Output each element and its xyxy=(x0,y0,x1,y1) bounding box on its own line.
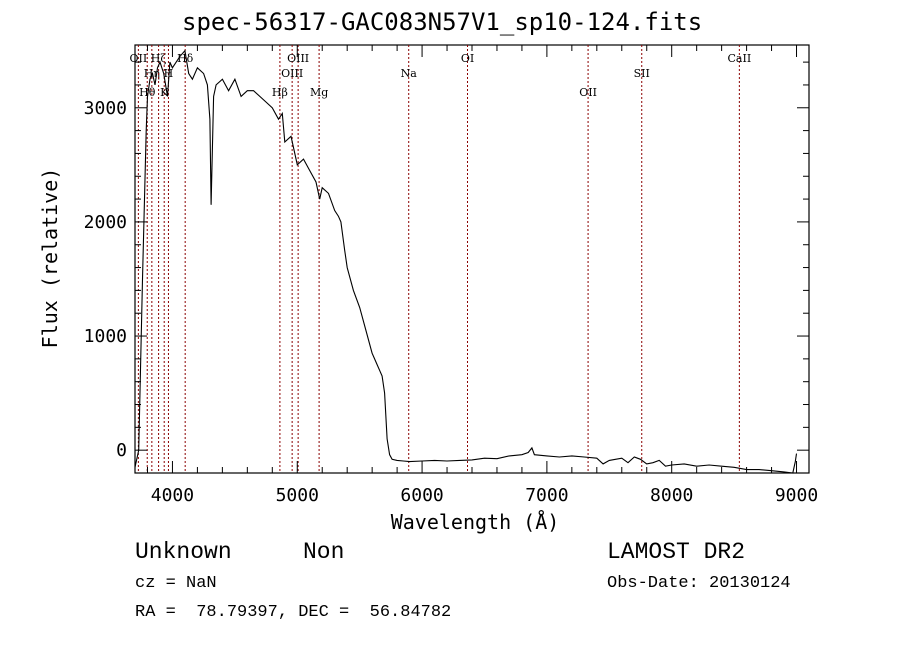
marker-label: Mg xyxy=(310,86,328,99)
radec-text: RA = 78.79397, DEC = 56.84782 xyxy=(135,603,452,622)
y-tick-label: 3000 xyxy=(84,98,127,119)
x-tick-label: 9000 xyxy=(775,485,818,506)
marker-label: Hβ xyxy=(272,86,288,99)
marker-label: OI xyxy=(461,52,474,65)
subclass-text: Non xyxy=(303,539,345,565)
marker-label: OIII xyxy=(281,67,303,80)
survey-text: LAMOST DR2 xyxy=(607,539,746,565)
marker-label: CaII xyxy=(728,52,752,65)
marker-label: OII xyxy=(579,86,597,99)
obsdate-text: Obs-Date: 20130124 xyxy=(607,574,791,593)
y-axis-label: Flux (relative) xyxy=(38,167,62,349)
class-text: Unknown xyxy=(135,539,232,565)
y-tick-label: 0 xyxy=(116,440,127,461)
marker-label: OIII xyxy=(287,52,309,65)
cz-text: cz = NaN xyxy=(135,574,217,593)
marker-label: Hζ xyxy=(151,52,167,65)
axis-ticks: 4000 5000 6000 7000 8000 9000 0 1000 2000 3000 xyxy=(84,45,818,506)
spectrum-line xyxy=(134,49,798,474)
y-tick-label: 2000 xyxy=(84,212,127,233)
marker-label: OII xyxy=(130,52,148,65)
x-tick-label: 6000 xyxy=(400,485,443,506)
marker-label: H xyxy=(164,67,174,80)
x-axis-label: Wavelength (Å) xyxy=(390,510,560,534)
plot-frame xyxy=(134,44,810,474)
x-tick-label: 5000 xyxy=(276,485,319,506)
marker-label: K xyxy=(160,86,169,99)
chart-title: spec-56317-GAC083N57V1_sp10-124.fits xyxy=(182,8,703,36)
y-tick-label: 1000 xyxy=(84,326,127,347)
x-tick-label: 7000 xyxy=(525,485,568,506)
marker-label: Na xyxy=(401,67,418,80)
marker-label: SII xyxy=(634,67,650,80)
x-tick-label: 4000 xyxy=(151,485,194,506)
x-tick-label: 8000 xyxy=(650,485,693,506)
